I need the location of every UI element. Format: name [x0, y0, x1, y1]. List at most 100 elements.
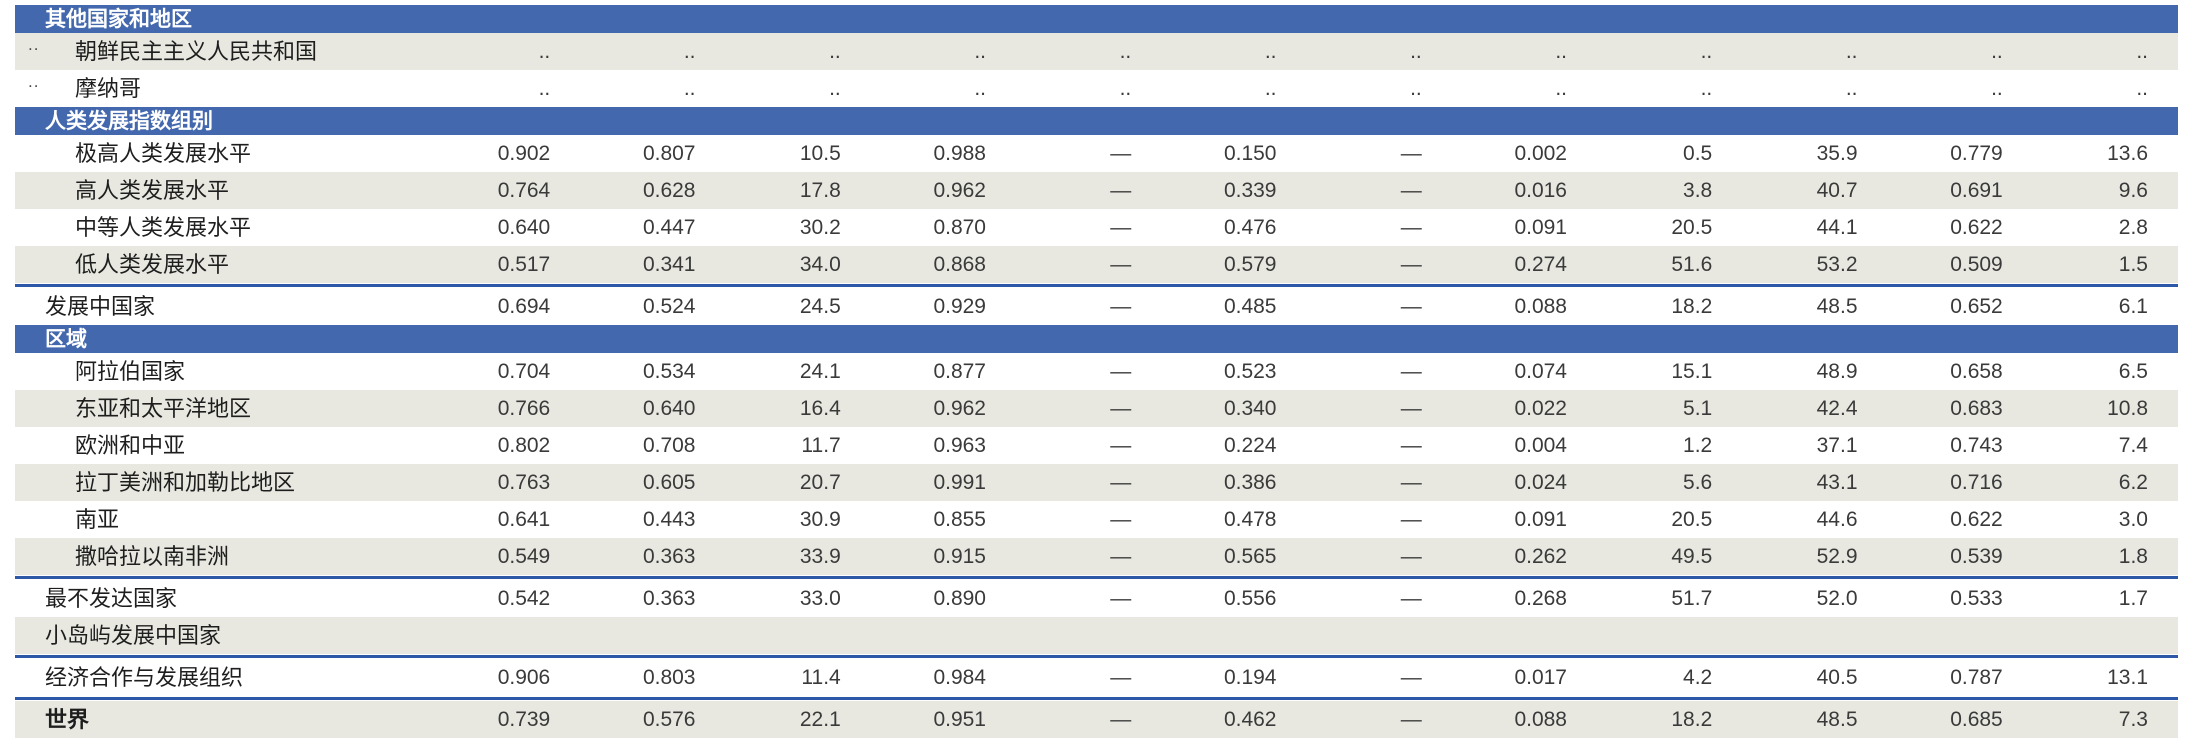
- value-cell: —: [1110, 587, 1132, 610]
- value-cell: —: [1400, 666, 1422, 689]
- value-cell: 0.340: [1223, 397, 1277, 420]
- value-cell: ..: [683, 77, 696, 100]
- value-cell: —: [1400, 253, 1422, 276]
- value-cell: 0.517: [497, 253, 551, 276]
- value-cell: —: [1400, 295, 1422, 318]
- value-cell: 51.7: [1671, 587, 1713, 610]
- value-cell: 10.8: [2107, 397, 2148, 420]
- value-cell: 0.652: [1950, 295, 2003, 318]
- rank-cell: ..: [28, 35, 40, 54]
- value-cell: 0.984: [933, 666, 986, 689]
- value-cell: 0.716: [1950, 471, 2003, 494]
- section-divider: [15, 284, 2178, 287]
- value-cell: 34.0: [799, 253, 841, 276]
- value-cell: 53.2: [1816, 253, 1858, 276]
- table-row: 撒哈拉以南非洲 0.549 0.363 33.9 0.915 — 0.565 — 0.262 49…: [15, 538, 2178, 575]
- row-label: 极高人类发展水平: [75, 140, 252, 166]
- row-label: 发展中国家: [45, 293, 156, 319]
- value-cell: ..: [1555, 77, 1567, 100]
- table-row: .. 摩纳哥........................: [15, 70, 2178, 107]
- value-cell: 16.4: [799, 397, 841, 420]
- value-cell: 0.779: [1950, 142, 2003, 165]
- section-header-row: 人类发展指数组别: [15, 107, 2178, 135]
- value-cell: 11.7: [801, 434, 841, 457]
- value-cell: 17.8: [799, 179, 841, 202]
- value-cell: 0.150: [1223, 142, 1277, 165]
- value-cell: 40.5: [1816, 666, 1858, 689]
- value-cell: ..: [1700, 40, 1713, 63]
- value-cell: 13.6: [2107, 142, 2148, 165]
- value-cell: ..: [1700, 77, 1713, 100]
- value-cell: 0.691: [1950, 179, 2003, 202]
- row-label: 最不发达国家: [45, 585, 178, 611]
- value-cell: 11.4: [801, 666, 841, 689]
- value-cell: 20.7: [799, 471, 841, 494]
- value-cell: 49.5: [1671, 545, 1713, 568]
- row-label: 欧洲和中亚: [75, 432, 186, 458]
- value-cell: 48.9: [1816, 360, 1858, 383]
- value-cell: 0.478: [1223, 508, 1277, 531]
- table-row: .. 朝鲜民主主义人民共和国........................: [15, 33, 2178, 70]
- value-cell: 0.963: [933, 434, 986, 457]
- table-row: 最不发达国家 0.542 0.363 33.0 0.890 — 0.556 — 0.268 51.…: [15, 580, 2178, 617]
- value-cell: —: [1400, 142, 1422, 165]
- table-row: 世界 0.739 0.576 22.1 0.951 — 0.462 — 0.088 18.2 48.…: [15, 701, 2178, 738]
- value-cell: —: [1110, 434, 1132, 457]
- value-cell: 0.641: [497, 508, 551, 531]
- value-cell: 0.091: [1514, 508, 1567, 531]
- value-cell: 0.929: [933, 295, 986, 318]
- value-cell: ..: [1119, 40, 1132, 63]
- row-label: 东亚和太平洋地区: [75, 395, 252, 421]
- value-cell: 0.339: [1223, 179, 1277, 202]
- value-cell: ..: [1845, 77, 1858, 100]
- value-cell: 18.2: [1671, 708, 1713, 731]
- value-cell: 0.877: [933, 360, 986, 383]
- value-cell: 0.088: [1514, 295, 1567, 318]
- value-cell: ..: [829, 40, 841, 63]
- table-row: 极高人类发展水平 0.902 0.807 10.5 0.988 — 0.150 — 0.002 0…: [15, 135, 2178, 172]
- row-label: 朝鲜民主主义人民共和国: [75, 38, 318, 64]
- value-cell: 18.2: [1671, 295, 1713, 318]
- value-cell: ..: [1555, 40, 1567, 63]
- value-cell: ..: [2136, 40, 2148, 63]
- row-label: 南亚: [75, 506, 120, 532]
- value-cell: —: [1400, 545, 1422, 568]
- value-cell: —: [1400, 360, 1422, 383]
- value-cell: 0.915: [933, 545, 986, 568]
- value-cell: 20.5: [1671, 216, 1713, 239]
- row-label: 阿拉伯国家: [75, 358, 186, 384]
- value-cell: 1.8: [2118, 545, 2148, 568]
- value-cell: 0.524: [642, 295, 696, 318]
- value-cell: 0.658: [1950, 360, 2003, 383]
- value-cell: 20.5: [1671, 508, 1713, 531]
- value-cell: 37.1: [1816, 434, 1858, 457]
- value-cell: 0.533: [1950, 587, 2003, 610]
- value-cell: 0.224: [1223, 434, 1277, 457]
- value-cell: 0.870: [933, 216, 986, 239]
- value-cell: 0.016: [1514, 179, 1567, 202]
- value-cell: —: [1400, 508, 1422, 531]
- value-cell: 24.5: [799, 295, 841, 318]
- row-label: 摩纳哥: [75, 75, 142, 101]
- value-cell: ..: [1410, 77, 1422, 100]
- value-cell: 0.855: [933, 508, 986, 531]
- value-cell: 3.0: [2118, 508, 2148, 531]
- value-cell: 0.868: [933, 253, 986, 276]
- value-cell: —: [1110, 360, 1132, 383]
- value-cell: 0.622: [1950, 216, 2003, 239]
- value-cell: 0.539: [1950, 545, 2003, 568]
- value-cell: 0.605: [642, 471, 696, 494]
- value-cell: 44.1: [1816, 216, 1858, 239]
- hdi-aggregates-table: 其他国家和地区.. 朝鲜民主主义人民共和国....................…: [15, 5, 2178, 738]
- value-cell: ..: [974, 77, 986, 100]
- value-cell: 48.5: [1816, 295, 1858, 318]
- value-cell: 33.9: [799, 545, 841, 568]
- value-cell: 0.576: [642, 708, 696, 731]
- section-divider: [15, 697, 2178, 700]
- value-cell: 0.787: [1950, 666, 2003, 689]
- value-cell: 0.017: [1514, 666, 1567, 689]
- value-cell: —: [1400, 216, 1422, 239]
- value-cell: —: [1110, 179, 1132, 202]
- value-cell: 44.6: [1816, 508, 1858, 531]
- row-label: 撒哈拉以南非洲: [75, 543, 230, 569]
